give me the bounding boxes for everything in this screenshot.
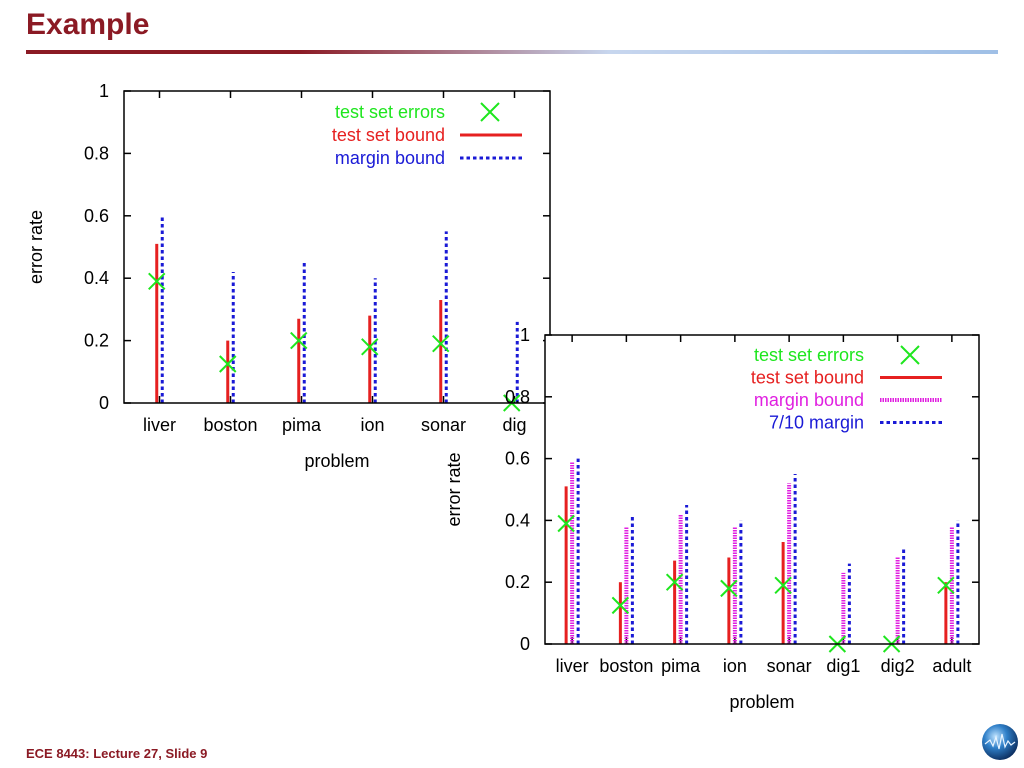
chart1-x-axis-title: problem (304, 451, 369, 471)
chart2-category-label: sonar (767, 656, 812, 676)
chart2-error-marker (665, 573, 684, 591)
chart2-category-label: dig2 (881, 656, 915, 676)
chart1-plot-frame (123, 90, 551, 404)
chart2-y-tick-label: 0.6 (505, 449, 530, 469)
chart1-y-tick-label: 0.6 (84, 206, 109, 226)
chart2-category-label: boston (599, 656, 653, 676)
chart1-legend-sample-marker (480, 102, 500, 122)
chart1-legend-label: test set bound (332, 125, 445, 145)
chart2-error-marker (611, 596, 630, 615)
chart1-category-label: dig (502, 415, 526, 435)
chart1-legend-label: test set errors (335, 102, 445, 122)
chart2-legend-label: 7/10 margin (769, 413, 864, 433)
chart2-error-marker (774, 576, 792, 594)
chart1-category-label: sonar (421, 415, 466, 435)
chart-error-rate-8-problems: 0 0.2 0.4 0.6 0.8 1 liver boston pima ion sonar dig… (444, 325, 980, 712)
chart1-error-marker (290, 331, 308, 350)
chart2-y-tick-label: 0.8 (505, 387, 530, 407)
chart1-legend-label: margin bound (335, 148, 445, 168)
title-rule (26, 50, 998, 54)
chart1-category-label: boston (203, 415, 257, 435)
chart2-legend-label: test set errors (754, 345, 864, 365)
chart2-x-axis-title: problem (729, 692, 794, 712)
chart2-error-marker (937, 576, 955, 594)
chart2-error-marker (557, 514, 575, 533)
chart1-error-marker (148, 272, 166, 291)
chart2-plot-frame (544, 334, 980, 645)
chart1-y-tick-label: 0.2 (84, 331, 109, 351)
chart2-legend-sample-marker (900, 345, 920, 365)
chart2-category-label: liver (556, 656, 589, 676)
chart1-category-label: pima (282, 415, 322, 435)
chart2-category-label: ion (723, 656, 747, 676)
chart2-y-tick-label: 0 (520, 634, 530, 654)
chart2-y-tick-label: 0.2 (505, 572, 530, 592)
chart-error-rate-6-problems: 0 0.2 0.4 0.6 0.8 1 liver boston pima ion sonar dig… (26, 81, 551, 471)
chart1-y-tick-label: 0.4 (84, 268, 109, 288)
slide-footer: ECE 8443: Lecture 27, Slide 9 (26, 746, 208, 761)
chart2-category-label: adult (932, 656, 971, 676)
chart1-y-tick-label: 0 (99, 393, 109, 413)
chart1-y-axis-title: error rate (26, 210, 46, 284)
chart1-category-label: liver (143, 415, 176, 435)
chart2-y-tick-label: 0.4 (505, 510, 530, 530)
chart2-error-marker (720, 579, 738, 598)
globe-logo-icon (982, 724, 1018, 760)
chart1-y-tick-label: 0.8 (84, 143, 109, 163)
slide-title: Example (26, 8, 150, 41)
chart2-category-label: dig1 (826, 656, 860, 676)
chart2-category-label: pima (661, 656, 701, 676)
chart2-legend-label: margin bound (754, 390, 864, 410)
chart1-category-label: ion (360, 415, 384, 435)
chart2-legend-label: test set bound (751, 368, 864, 388)
chart1-error-marker (432, 335, 450, 353)
chart1-error-marker (361, 338, 379, 356)
chart2-y-tick-label: 1 (520, 325, 530, 345)
chart2-y-axis-title: error rate (444, 452, 464, 526)
chart2-plot-area (545, 335, 979, 644)
chart1-error-marker (219, 355, 237, 373)
chart1-plot-area (124, 91, 550, 403)
chart1-y-tick-label: 1 (99, 81, 109, 101)
